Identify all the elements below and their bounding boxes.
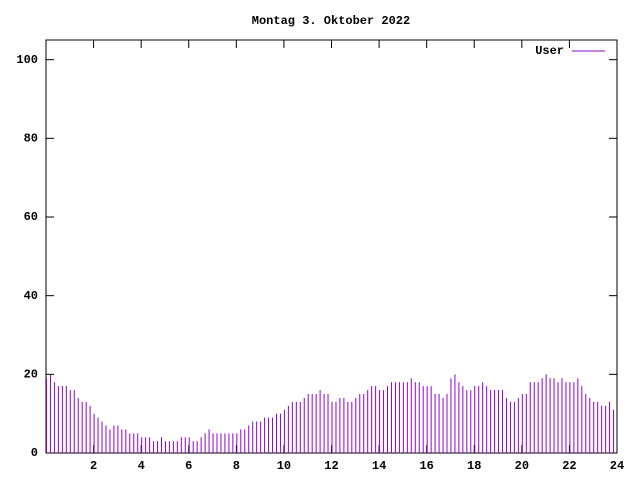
y-tick-label: 100 bbox=[16, 53, 38, 67]
x-tick-label: 8 bbox=[233, 459, 240, 473]
y-tick-label: 60 bbox=[24, 210, 38, 224]
x-tick-label: 12 bbox=[324, 459, 338, 473]
x-tick-label: 14 bbox=[372, 459, 386, 473]
y-tick-label: 80 bbox=[24, 132, 38, 146]
y-tick-label: 40 bbox=[24, 289, 38, 303]
y-tick-label: 0 bbox=[31, 446, 38, 460]
x-tick-label: 6 bbox=[185, 459, 192, 473]
x-tick-label: 24 bbox=[610, 459, 624, 473]
x-tick-label: 20 bbox=[515, 459, 529, 473]
chart-title: Montag 3. Oktober 2022 bbox=[252, 14, 410, 28]
x-tick-label: 10 bbox=[277, 459, 291, 473]
x-tick-label: 22 bbox=[562, 459, 576, 473]
x-tick-label: 16 bbox=[419, 459, 433, 473]
x-tick-label: 18 bbox=[467, 459, 481, 473]
x-tick-label: 4 bbox=[138, 459, 145, 473]
legend-label: User bbox=[535, 44, 564, 58]
y-tick-label: 20 bbox=[24, 368, 38, 382]
x-tick-label: 2 bbox=[90, 459, 97, 473]
